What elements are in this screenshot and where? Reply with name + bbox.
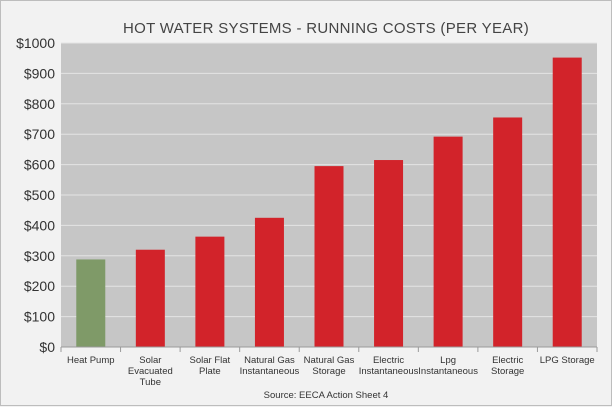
x-tick-label: Solar Flat Plate [190, 355, 231, 377]
y-tick-label: $1000 [16, 35, 55, 51]
bar [314, 166, 344, 347]
bar [76, 259, 106, 347]
chart-source: Source: EECA Action Sheet 4 [264, 390, 389, 401]
x-tick-label: Solar Evacuated Tube [128, 355, 173, 388]
bar [493, 117, 523, 347]
x-tick-labels: Heat Pump Solar Evacuated Tube Solar Flat Pla… [67, 355, 595, 388]
y-tick-label: $0 [39, 339, 55, 355]
y-tick-label: $400 [24, 217, 55, 233]
x-tick-label: Heat Pump [67, 355, 115, 366]
x-tick-label: LPG Storage [540, 355, 595, 366]
x-tick-label: Lpg Instantaneous [418, 355, 478, 377]
y-tick-label: $900 [24, 65, 55, 81]
y-tick-label: $200 [24, 278, 55, 294]
bars [76, 57, 582, 347]
bar [195, 236, 225, 347]
chart-title: HOT WATER SYSTEMS - RUNNING COSTS (PER Y… [123, 20, 529, 37]
y-tick-label: $100 [24, 309, 55, 325]
bar [374, 160, 404, 347]
y-tick-labels: $0 $100 $200 $300 $400 $500 $600 $700 $800 $900 $1… [16, 35, 55, 355]
x-tick-label: Natural Gas Instantaneous [240, 355, 300, 377]
x-tick-label: Electric Storage [491, 355, 524, 377]
y-tick-label: $300 [24, 248, 55, 264]
bar [552, 57, 582, 347]
x-tick-label: Electric Instantaneous [359, 355, 419, 377]
y-tick-label: $500 [24, 187, 55, 203]
y-tick-label: $600 [24, 157, 55, 173]
axes [60, 346, 598, 352]
y-tick-label: $700 [24, 126, 55, 142]
y-tick-label: $800 [24, 96, 55, 112]
bar [135, 249, 165, 347]
bar [254, 217, 284, 347]
x-tick-label: Natural Gas Storage [304, 355, 355, 377]
bar [433, 136, 463, 347]
